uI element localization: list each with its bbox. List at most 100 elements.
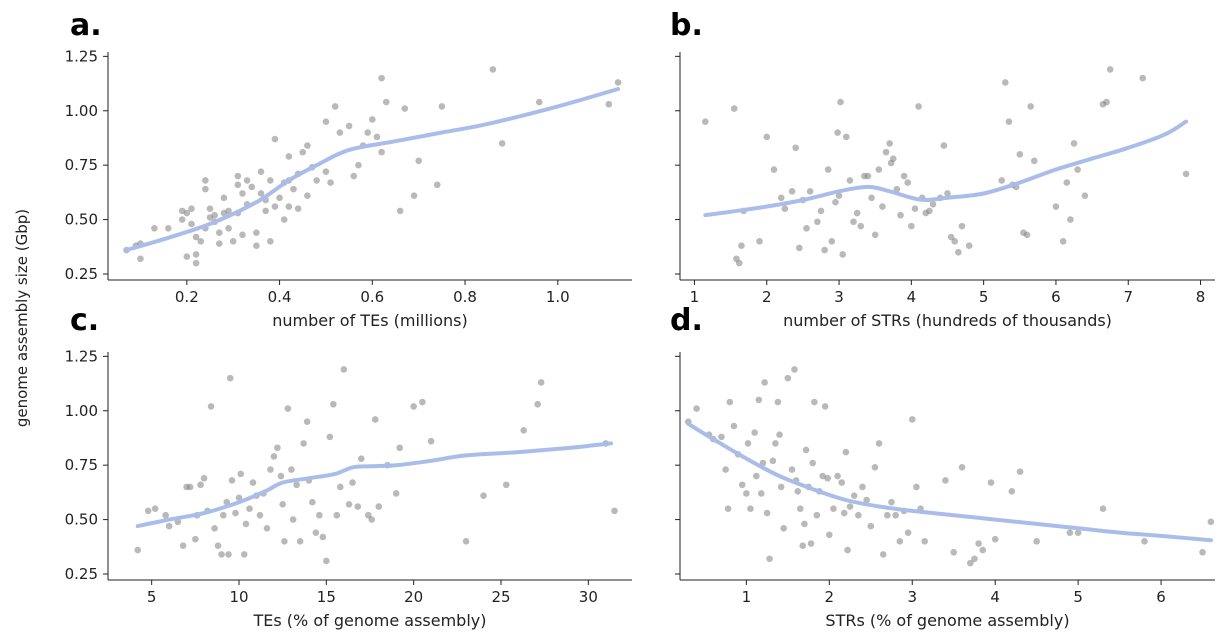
data-point <box>237 470 245 478</box>
data-point <box>535 98 543 106</box>
data-point <box>197 238 205 245</box>
data-point <box>337 483 344 491</box>
data-point <box>498 140 506 147</box>
data-point <box>763 509 771 517</box>
data-point <box>333 511 341 519</box>
data-point <box>846 177 854 184</box>
data-point <box>809 459 817 467</box>
data-point <box>776 431 783 439</box>
data-point <box>738 481 746 489</box>
data-point <box>839 251 846 258</box>
data-point <box>879 551 887 558</box>
data-point <box>730 105 738 112</box>
data-point <box>1033 538 1040 545</box>
data-point <box>229 238 237 245</box>
data-point <box>415 157 422 165</box>
data-point <box>253 242 260 250</box>
panel-a: a. 0.25 0.50 0.75 1.00 1.25 0.2 0.4 0.6 0.8 1.0 num… <box>65 8 632 330</box>
data-point <box>288 466 295 473</box>
data-point <box>913 483 920 491</box>
data-point <box>304 192 311 199</box>
data-point <box>926 207 933 215</box>
data-point <box>378 74 385 82</box>
data-point <box>534 400 541 408</box>
x-tick-label: 15 <box>317 588 336 606</box>
data-point <box>357 455 365 462</box>
data-point <box>312 529 320 536</box>
data-point <box>330 400 337 408</box>
data-point <box>239 231 246 239</box>
data-point <box>875 440 883 447</box>
data-point <box>1008 487 1016 495</box>
data-point <box>271 135 279 143</box>
data-point <box>799 542 807 550</box>
x-tick-label: 10 <box>229 588 248 606</box>
data-point <box>908 222 915 230</box>
data-point <box>743 490 750 497</box>
data-point <box>242 520 250 528</box>
data-point <box>819 472 826 480</box>
data-point <box>296 538 304 545</box>
data-point <box>192 233 200 241</box>
data-point <box>162 511 169 519</box>
data-point <box>828 238 836 245</box>
y-tick-label: 1.25 <box>65 347 98 365</box>
data-point <box>279 501 286 508</box>
data-point <box>824 166 832 173</box>
data-point <box>220 194 228 202</box>
data-point <box>200 474 208 482</box>
data-point <box>319 533 327 541</box>
x-tick-label: 3 <box>907 588 917 606</box>
data-point <box>207 403 215 410</box>
data-point <box>784 374 792 382</box>
x-axis-label: number of TEs (millions) <box>272 311 467 330</box>
data-point <box>826 531 833 539</box>
data-point <box>921 538 928 545</box>
data-point <box>1074 166 1081 173</box>
data-point <box>1139 74 1147 82</box>
y-tick-label: 0.25 <box>65 565 98 583</box>
data-point <box>263 524 271 532</box>
data-point <box>192 251 200 258</box>
data-point <box>747 505 754 513</box>
y-tick-label: 0.25 <box>65 265 98 283</box>
data-point <box>234 172 242 180</box>
data-point <box>889 155 897 162</box>
data-point <box>253 229 260 236</box>
data-point <box>813 511 821 519</box>
data-point <box>766 555 773 563</box>
data-point <box>1103 98 1110 106</box>
data-point <box>821 246 828 254</box>
data-point <box>303 418 311 425</box>
data-point <box>1141 538 1148 545</box>
data-point <box>605 100 613 108</box>
data-point <box>850 492 858 499</box>
data-point <box>285 203 293 210</box>
trend-line <box>124 87 621 253</box>
data-point <box>755 396 763 404</box>
x-tick-label: 1 <box>690 288 700 306</box>
data-point <box>246 505 253 513</box>
data-point <box>186 483 194 491</box>
shared-y-axis-label: genome assembly size (Gbp) <box>13 209 31 427</box>
data-point <box>900 172 908 180</box>
data-point <box>806 187 814 195</box>
data-point <box>410 192 418 199</box>
data-point <box>958 222 966 230</box>
data-point <box>489 66 497 73</box>
data-point <box>1074 529 1082 536</box>
data-point <box>183 253 191 260</box>
x-tick-label: 8 <box>1196 288 1206 306</box>
data-point <box>958 464 966 471</box>
x-tick-label: 2 <box>825 588 835 606</box>
data-point <box>893 185 901 193</box>
data-point <box>788 187 796 195</box>
data-point <box>327 179 334 186</box>
x-tick-label: 30 <box>579 588 598 606</box>
data-point <box>998 177 1006 184</box>
data-point <box>761 379 768 386</box>
data-point <box>267 177 274 184</box>
data-point <box>915 103 922 110</box>
data-point <box>763 133 771 141</box>
data-point <box>349 479 356 486</box>
